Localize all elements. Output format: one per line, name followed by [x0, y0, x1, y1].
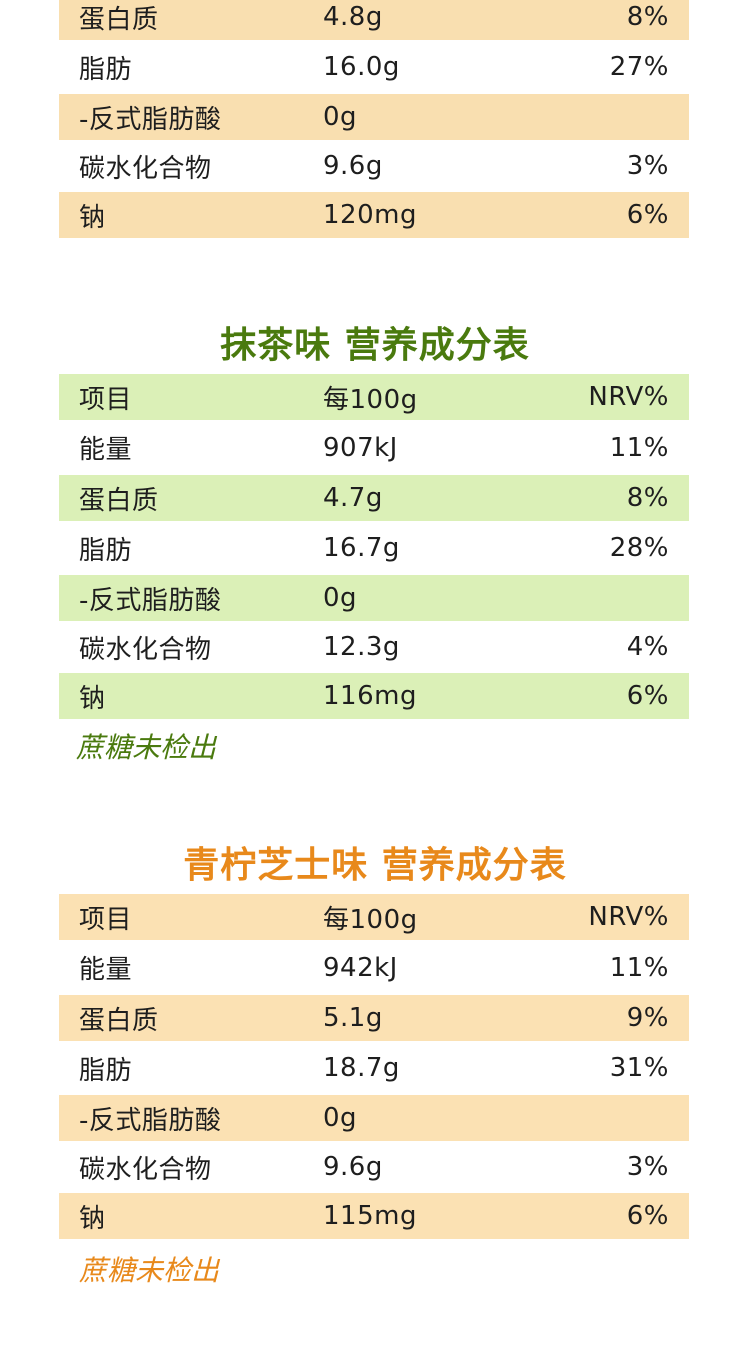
sucrose-note-lime-cheese: 蔗糖未检出 — [79, 1254, 220, 1287]
row-nrv: 4% — [626, 632, 669, 662]
row-nrv: 6% — [626, 1201, 669, 1231]
row-name: 脂肪 — [79, 1055, 133, 1086]
row-nrv: 6% — [626, 681, 669, 711]
row-name: -反式脂肪酸 — [79, 585, 222, 616]
row-name: 碳水化合物 — [79, 634, 212, 665]
row-name: 项目 — [79, 904, 133, 935]
row-nrv: 28% — [609, 533, 669, 563]
row-value: 907kJ — [323, 432, 398, 463]
row-value: 0g — [323, 102, 358, 132]
row-name: -反式脂肪酸 — [79, 1105, 222, 1136]
row-value: 116mg — [323, 681, 417, 711]
row-value: 115mg — [323, 1201, 417, 1231]
row-nrv: 11% — [609, 432, 669, 463]
nutrition-table-lime-cheese: 项目 每100g NRV% 能量 942kJ 11% 蛋白质 5.1g 9% 脂… — [59, 894, 689, 1239]
row-value: 9.6g — [323, 1152, 383, 1182]
table-row: -反式脂肪酸 0g — [59, 1095, 689, 1141]
row-name: 能量 — [79, 955, 133, 985]
table-row: 脂肪 16.0g 27% — [59, 40, 689, 94]
row-nrv: 11% — [609, 952, 669, 983]
table-row: 能量 907kJ 11% — [59, 420, 689, 475]
section-title-lime-cheese: 青柠芝士味 营养成分表 — [183, 845, 567, 886]
row-value: 9.6g — [323, 151, 383, 181]
nutrition-table-matcha: 项目 每100g NRV% 能量 907kJ 11% 蛋白质 4.7g 8% 脂… — [59, 374, 689, 719]
row-nrv: 9% — [626, 1003, 669, 1033]
row-value: 4.7g — [323, 483, 383, 513]
row-name: 蛋白质 — [79, 4, 159, 35]
row-value: 5.1g — [323, 1003, 383, 1033]
table-row: 碳水化合物 12.3g 4% — [59, 621, 689, 673]
row-nrv: 3% — [626, 1152, 669, 1182]
table-row: 碳水化合物 9.6g 3% — [59, 140, 689, 192]
row-value: 每100g — [323, 904, 418, 935]
row-value: 18.7g — [323, 1053, 400, 1083]
table-row: 能量 942kJ 11% — [59, 940, 689, 995]
row-value: 120mg — [323, 200, 417, 230]
row-value: 每100g — [323, 384, 418, 415]
table-row: 脂肪 16.7g 28% — [59, 521, 689, 575]
row-value: 942kJ — [323, 952, 398, 983]
row-value: 0g — [323, 583, 358, 613]
row-nrv: 27% — [609, 52, 669, 82]
row-nrv: 3% — [626, 151, 669, 181]
row-name: -反式脂肪酸 — [79, 104, 222, 135]
table-header-row: 项目 每100g NRV% — [59, 374, 689, 420]
table-row: -反式脂肪酸 0g — [59, 575, 689, 621]
row-name: 能量 — [79, 435, 133, 465]
row-nrv: NRV% — [588, 382, 669, 412]
row-name: 钠 — [79, 683, 106, 714]
row-name: 碳水化合物 — [79, 153, 212, 184]
row-name: 蛋白质 — [79, 1005, 159, 1036]
table-row: 钠 116mg 6% — [59, 673, 689, 719]
row-value: 12.3g — [323, 632, 400, 662]
row-nrv: 8% — [626, 2, 669, 32]
table-header-row: 项目 每100g NRV% — [59, 894, 689, 940]
row-name: 脂肪 — [79, 535, 133, 566]
row-value: 16.7g — [323, 533, 400, 563]
row-name: 项目 — [79, 384, 133, 415]
table-row: -反式脂肪酸 0g — [59, 94, 689, 140]
sucrose-note-matcha: 蔗糖未检出 — [76, 731, 217, 764]
table-row: 蛋白质 4.7g 8% — [59, 475, 689, 521]
row-nrv: 31% — [609, 1053, 669, 1083]
row-nrv: 6% — [626, 200, 669, 230]
table-row: 钠 115mg 6% — [59, 1193, 689, 1239]
row-nrv: NRV% — [588, 902, 669, 932]
table-row: 蛋白质 5.1g 9% — [59, 995, 689, 1041]
row-value: 4.8g — [323, 2, 383, 32]
row-name: 脂肪 — [79, 54, 133, 85]
table-row: 碳水化合物 9.6g 3% — [59, 1141, 689, 1193]
row-value: 16.0g — [323, 52, 400, 82]
table-row: 蛋白质 4.8g 8% — [59, 0, 689, 40]
section-title-matcha: 抹茶味 营养成分表 — [220, 325, 530, 366]
row-name: 蛋白质 — [79, 485, 159, 516]
row-value: 0g — [323, 1103, 358, 1133]
table-row: 脂肪 18.7g 31% — [59, 1041, 689, 1095]
row-name: 碳水化合物 — [79, 1154, 212, 1185]
row-nrv: 8% — [626, 483, 669, 513]
row-name: 钠 — [79, 1203, 106, 1234]
row-name: 钠 — [79, 202, 106, 233]
table-row: 钠 120mg 6% — [59, 192, 689, 238]
nutrition-table-original: 蛋白质 4.8g 8% 脂肪 16.0g 27% -反式脂肪酸 0g 碳水化合物… — [59, 0, 689, 238]
